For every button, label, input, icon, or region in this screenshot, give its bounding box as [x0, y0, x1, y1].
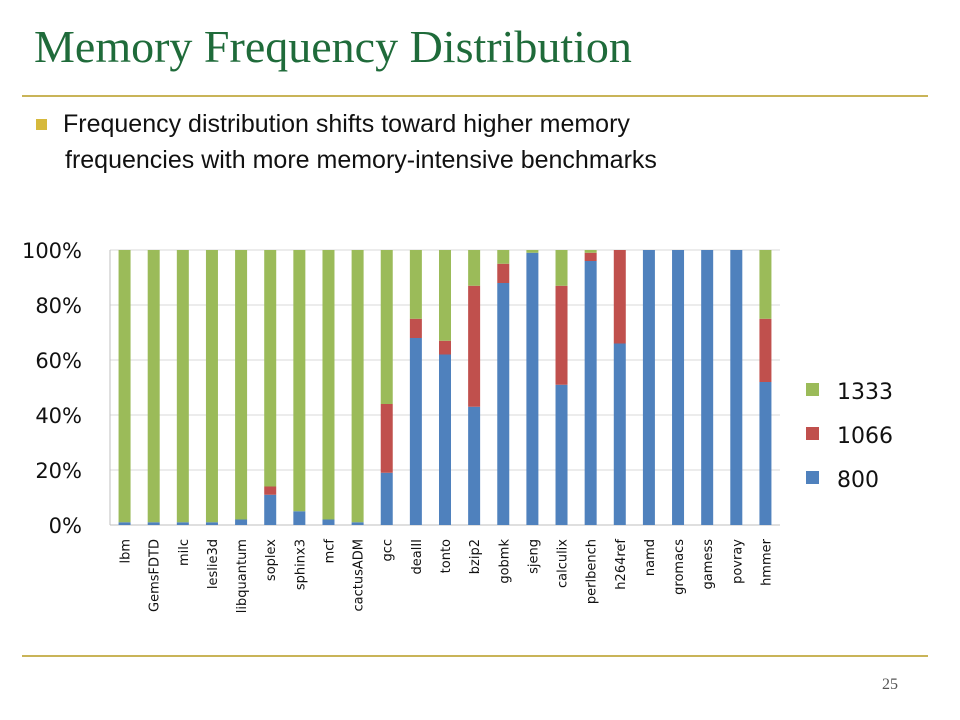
bar-segment-800: [642, 250, 655, 525]
bar-segment-1066: [759, 318, 772, 382]
bar-segment-1333: [439, 250, 451, 341]
bar-segment-1333: [118, 250, 131, 523]
bullet-point: Frequency distribution shifts toward hig…: [36, 106, 856, 178]
bar-segment-800: [235, 519, 248, 525]
legend-swatch-1333: [806, 383, 819, 396]
x-tick-label: tonto: [439, 539, 454, 573]
title-divider: [22, 95, 928, 97]
y-tick-label: 80%: [35, 294, 82, 318]
bar-segment-1066: [468, 285, 481, 407]
bar-segment-800: [468, 406, 481, 525]
bar-segment-800: [293, 511, 306, 525]
x-tick-label: gromacs: [672, 539, 687, 595]
bar-segment-1066: [380, 404, 393, 473]
bar-segment-800: [439, 354, 451, 525]
slide-title: Memory Frequency Distribution: [34, 21, 632, 72]
x-tick-label: sphinx3: [293, 539, 308, 590]
bar-segment-1333: [526, 250, 539, 253]
x-tick-label: cactusADM: [352, 539, 367, 612]
y-tick-label: 40%: [35, 404, 82, 428]
bar-segment-800: [409, 338, 422, 525]
legend-label-1333: 1333: [837, 380, 893, 405]
bar-segment-800: [176, 522, 189, 525]
x-tick-label: libquantum: [235, 539, 250, 613]
bullet-line-2: frequencies with more memory-intensive b…: [65, 146, 657, 174]
y-tick-label: 0%: [49, 514, 82, 538]
bar-segment-1333: [264, 250, 277, 487]
x-tick-label: dealII: [410, 539, 425, 575]
bar-segment-800: [555, 384, 568, 525]
bar-segment-800: [322, 519, 335, 525]
bar-segment-1333: [322, 250, 335, 520]
bar-segment-1333: [235, 250, 248, 520]
bar-segment-1333: [380, 250, 393, 404]
bar-segment-1333: [176, 250, 189, 523]
legend-swatch-800: [806, 471, 819, 484]
legend-swatch-1066: [806, 427, 819, 440]
bullet-line-1: Frequency distribution shifts toward hig…: [63, 110, 630, 138]
bar-segment-800: [497, 283, 510, 525]
bar-segment-1333: [584, 250, 597, 253]
bar-segment-800: [672, 250, 685, 525]
bar-segment-800: [118, 522, 131, 525]
bar-segment-1066: [264, 486, 277, 495]
x-tick-label: povray: [730, 539, 745, 584]
x-tick-label: gobmk: [497, 539, 512, 584]
bar-segment-800: [526, 252, 539, 525]
x-tick-label: gamess: [701, 539, 716, 590]
y-tick-label: 60%: [35, 349, 82, 373]
page-number: 25: [882, 676, 898, 693]
bar-segment-1333: [205, 250, 218, 523]
x-tick-label: hmmer: [759, 538, 774, 586]
x-tick-label: leslie3d: [206, 539, 221, 589]
bar-segment-1333: [468, 250, 481, 286]
x-tick-label: calculix: [556, 539, 571, 588]
legend-label-1066: 1066: [837, 424, 893, 449]
bar-segment-1333: [409, 250, 422, 319]
y-tick-label: 100%: [22, 239, 82, 263]
bar-segment-800: [730, 250, 743, 525]
bar-segment-1333: [497, 250, 510, 264]
x-tick-label: soplex: [264, 539, 279, 581]
bar-segment-1066: [409, 318, 422, 338]
bar-segment-800: [264, 494, 277, 525]
x-tick-label: lbm: [119, 539, 134, 564]
x-tick-label: GemsFDTD: [148, 539, 163, 612]
bar-segment-1066: [613, 250, 626, 344]
bar-segment-1066: [497, 263, 510, 283]
x-tick-label: gcc: [381, 539, 396, 562]
bar-segment-1066: [555, 285, 568, 385]
x-tick-label: milc: [177, 539, 192, 566]
legend-label-800: 800: [837, 468, 879, 493]
x-tick-label: mcf: [322, 539, 337, 564]
x-tick-label: h264ref: [614, 539, 629, 590]
bar-segment-1333: [555, 250, 568, 286]
x-tick-label: namd: [643, 539, 658, 576]
x-tick-label: bzip2: [468, 539, 483, 574]
y-tick-label: 20%: [35, 459, 82, 483]
bar-segment-1333: [147, 250, 160, 523]
bar-segment-1066: [439, 340, 451, 355]
bar-segment-1066: [584, 252, 597, 261]
bar-segment-800: [380, 472, 393, 525]
x-tick-label: perlbench: [585, 539, 600, 604]
bar-segment-800: [584, 261, 597, 525]
x-tick-label: sjeng: [526, 539, 541, 574]
bar-segment-1333: [759, 250, 772, 319]
bar-segment-1333: [351, 250, 364, 523]
bar-segment-800: [351, 522, 364, 525]
bar-segment-800: [147, 522, 160, 525]
bullet-text: Frequency distribution shifts toward hig…: [63, 106, 856, 178]
footer-divider: [22, 655, 928, 657]
bar-segment-1333: [293, 250, 306, 512]
bar-segment-800: [701, 250, 714, 525]
bar-segment-800: [613, 343, 626, 525]
bar-segment-800: [759, 382, 772, 525]
bullet-square-icon: [36, 119, 47, 130]
bar-segment-800: [205, 522, 218, 525]
